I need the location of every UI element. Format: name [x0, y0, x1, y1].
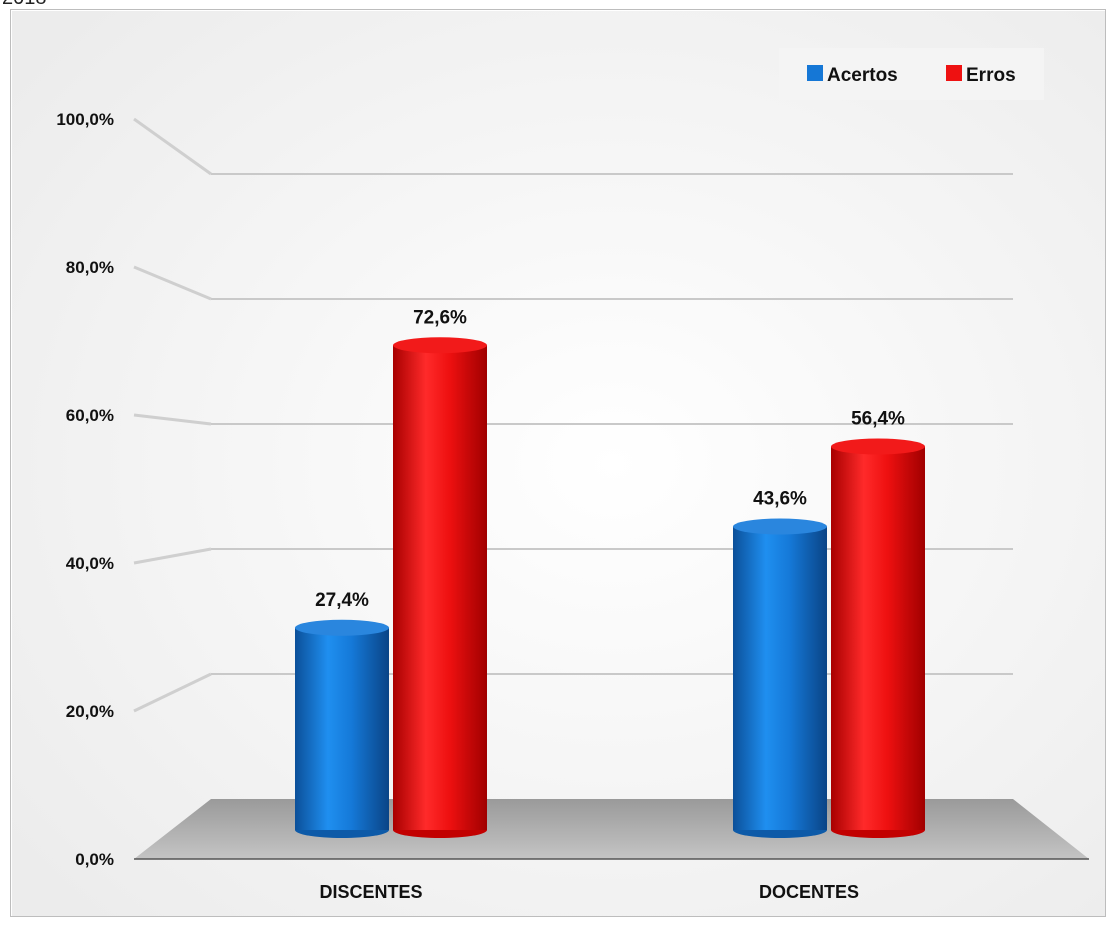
bar-top — [295, 619, 389, 636]
legend: Acertos Erros — [779, 48, 1044, 100]
clipped-top-text: 2018 — [2, 0, 47, 10]
legend-swatch-erros — [946, 65, 962, 81]
category-labels: DISCENTES DOCENTES — [319, 882, 859, 902]
legend-label-acertos: Acertos — [827, 65, 898, 86]
side-gridline — [133, 672, 212, 713]
y-tick-label: 20,0% — [66, 702, 114, 721]
legend-label-erros: Erros — [966, 65, 1016, 86]
bar-body — [393, 345, 487, 830]
bar-acertos-docentes — [733, 518, 827, 838]
bar-body — [733, 526, 827, 830]
bar-body — [295, 627, 389, 830]
chart-svg: 0,0% 20,0% 40,0% 60,0% 80,0% 100,0% 27,4% 72,6… — [12, 11, 1105, 916]
data-label: 43,6% — [753, 489, 807, 510]
side-gridline — [133, 413, 212, 426]
legend-swatch-acertos — [807, 65, 823, 81]
side-gridline — [133, 547, 212, 565]
data-labels: 27,4% 72,6% 43,6% 56,4% — [315, 307, 905, 611]
side-gridline — [133, 265, 212, 301]
chart-frame: 0,0% 20,0% 40,0% 60,0% 80,0% 100,0% 27,4% 72,6… — [10, 9, 1106, 917]
bar-top — [831, 438, 925, 455]
data-label: 72,6% — [413, 307, 467, 328]
bars — [295, 337, 925, 838]
y-tick-label: 100,0% — [56, 110, 114, 129]
legend-box — [779, 48, 1044, 100]
category-label: DOCENTES — [759, 882, 859, 902]
side-gridline — [133, 117, 212, 176]
data-label: 56,4% — [851, 409, 905, 430]
bar-erros-discentes — [393, 337, 487, 838]
bar-body — [831, 446, 925, 830]
bar-top — [393, 337, 487, 354]
chart-floor — [134, 799, 1089, 859]
bar-acertos-discentes — [295, 619, 389, 838]
data-label: 27,4% — [315, 590, 369, 611]
bar-top — [733, 518, 827, 535]
category-label: DISCENTES — [319, 882, 422, 902]
y-axis-ticks: 0,0% 20,0% 40,0% 60,0% 80,0% 100,0% — [56, 110, 114, 869]
bar-erros-docentes — [831, 438, 925, 838]
y-tick-label: 40,0% — [66, 554, 114, 573]
y-tick-label: 60,0% — [66, 406, 114, 425]
plot-background — [12, 11, 1105, 916]
y-tick-label: 0,0% — [75, 850, 114, 869]
y-tick-label: 80,0% — [66, 258, 114, 277]
